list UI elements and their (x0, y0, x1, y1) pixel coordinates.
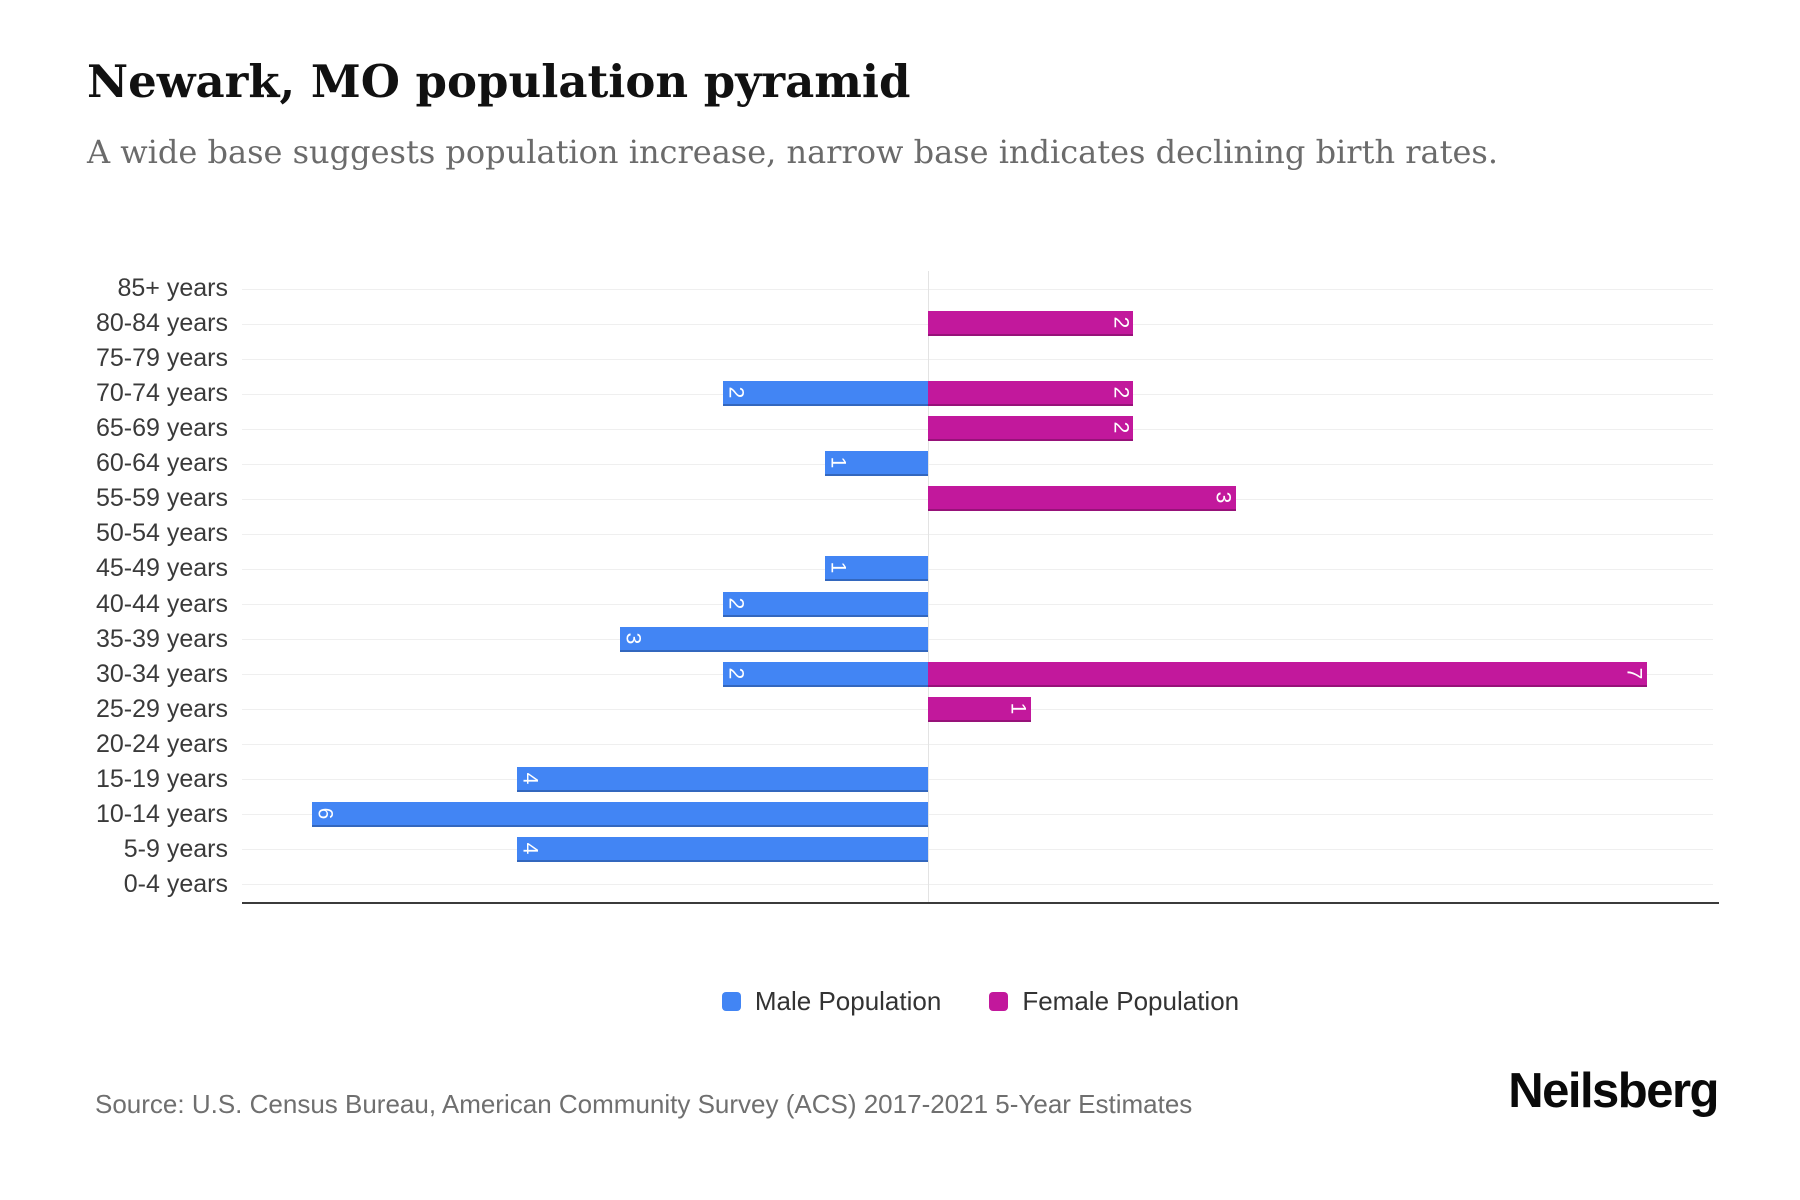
male-bar-5-9-years[interactable]: 4 (517, 836, 928, 862)
female-bar-value: 2 (1109, 316, 1133, 329)
male-bar-value: 1 (826, 562, 850, 574)
male-bar-value: 1 (826, 456, 850, 469)
female-bar-80-84-years[interactable]: 2 (928, 311, 1134, 337)
center-axis-gridline (928, 271, 929, 902)
male-bar-value: 2 (723, 597, 747, 609)
y-axis-label: 65-69 years (95, 414, 228, 443)
y-axis-label: 60-64 years (95, 449, 228, 478)
female-bar-value: 2 (1109, 386, 1133, 399)
female-legend-swatch-icon (989, 992, 1009, 1011)
male-bar-40-44-years[interactable]: 2 (722, 591, 928, 617)
row-gridline (242, 849, 1713, 851)
female-bar-value: 7 (1622, 667, 1646, 679)
female-bar-65-69-years[interactable]: 2 (928, 416, 1134, 442)
male-bar-value: 4 (518, 842, 542, 855)
female-bar-value: 3 (1211, 492, 1235, 504)
y-axis-label: 10-14 years (95, 799, 228, 828)
row-gridline (242, 463, 1713, 465)
y-axis-label: 80-84 years (95, 309, 228, 338)
row-gridline (242, 568, 1713, 570)
y-axis-label: 30-34 years (95, 659, 228, 688)
row-gridline (242, 779, 1713, 781)
row-gridline (242, 358, 1713, 360)
male-bar-70-74-years[interactable]: 2 (722, 381, 928, 407)
row-gridline (242, 639, 1713, 641)
y-axis-label: 85+ years (117, 274, 229, 302)
legend-item-female[interactable]: Female Population (989, 986, 1239, 1017)
female-bar-value: 2 (1109, 421, 1133, 434)
female-bar-30-34-years[interactable]: 7 (928, 661, 1647, 687)
male-bar-value: 2 (723, 667, 747, 679)
legend-item-male[interactable]: Male Population (721, 986, 942, 1017)
legend-label-male: Male Population (754, 986, 942, 1016)
row-gridline (242, 604, 1713, 606)
y-axis-label: 5-9 years (123, 834, 228, 863)
female-bar-25-29-years[interactable]: 1 (928, 696, 1031, 722)
male-bar-value: 3 (621, 632, 645, 644)
y-axis-label: 40-44 years (95, 589, 228, 618)
male-bar-15-19-years[interactable]: 4 (517, 766, 928, 792)
y-axis-label: 25-29 years (95, 694, 228, 723)
male-bar-35-39-years[interactable]: 3 (619, 626, 928, 652)
y-axis-label: 70-74 years (95, 379, 228, 408)
female-bar-70-74-years[interactable]: 2 (928, 381, 1134, 407)
y-axis-label: 0-4 years (123, 869, 228, 898)
male-bar-value: 6 (313, 807, 337, 820)
male-bar-value: 2 (723, 386, 747, 399)
y-axis-label: 75-79 years (95, 344, 228, 373)
plot-area: 85+ years 80-84 years 2 75-79 years 70-74 ye… (60, 271, 1719, 904)
y-axis-label: 55-59 years (95, 484, 228, 513)
y-axis-label: 45-49 years (95, 554, 228, 583)
row-gridline (242, 533, 1713, 535)
chart-subtitle: A wide base suggests population increase… (87, 133, 1498, 171)
chart-legend: Male Population Female Population (242, 986, 1719, 1017)
row-gridline (242, 814, 1713, 816)
row-gridline (242, 288, 1713, 290)
male-bar-30-34-years[interactable]: 2 (722, 661, 928, 687)
y-axis-label: 20-24 years (95, 729, 228, 758)
male-bar-45-49-years[interactable]: 1 (825, 556, 928, 582)
male-legend-swatch-icon (721, 992, 741, 1011)
y-axis-label: 15-19 years (95, 764, 228, 793)
male-bar-value: 4 (518, 772, 542, 785)
male-bar-60-64-years[interactable]: 1 (825, 451, 928, 477)
source-note: Source: U.S. Census Bureau, American Com… (95, 1089, 1193, 1119)
legend-label-female: Female Population (1022, 986, 1240, 1016)
row-gridline (242, 744, 1713, 746)
y-axis-label: 50-54 years (95, 519, 228, 548)
x-axis-line (242, 902, 1719, 904)
chart-title: Newark, MO population pyramid (87, 55, 911, 108)
female-bar-value: 1 (1006, 702, 1030, 715)
y-axis-label: 35-39 years (95, 624, 228, 653)
female-bar-55-59-years[interactable]: 3 (928, 486, 1237, 512)
neilsberg-logo[interactable]: Neilsberg (1508, 1064, 1719, 1118)
row-gridline (242, 884, 1713, 886)
male-bar-10-14-years[interactable]: 6 (311, 801, 928, 827)
